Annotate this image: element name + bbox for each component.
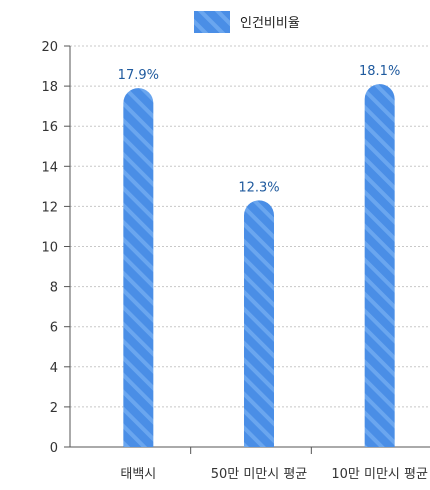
x-category-label: 50만 미만시 평균	[211, 467, 308, 482]
value-labels: 17.9% 12.3% 18.1%	[118, 64, 401, 195]
y-tick-label: 8	[50, 281, 58, 296]
y-tick-label: 4	[50, 361, 58, 376]
y-tick-label: 6	[50, 321, 58, 336]
legend: 인건비비율	[194, 11, 300, 33]
value-label: 12.3%	[238, 180, 279, 195]
y-tick-label: 16	[41, 120, 58, 135]
y-axis-ticks: 0 2 4 6 8 10 12 14 16 18 20	[41, 40, 70, 456]
legend-label: 인건비비율	[240, 16, 300, 31]
y-tick-label: 12	[41, 200, 58, 215]
y-tick-label: 18	[41, 80, 58, 95]
x-axis-labels: 태백시 50만 미만시 평균 10만 미만시 평균	[120, 467, 428, 482]
value-label: 18.1%	[359, 64, 400, 79]
bars	[123, 84, 395, 448]
bar	[244, 200, 274, 447]
y-tick-label: 2	[50, 401, 58, 416]
value-label: 17.9%	[118, 68, 159, 83]
x-category-label: 태백시	[120, 467, 156, 482]
y-tick-label: 0	[50, 441, 58, 456]
legend-swatch	[194, 11, 230, 33]
bar	[364, 84, 395, 448]
y-tick-label: 14	[41, 160, 58, 175]
y-tick-label: 10	[41, 241, 58, 256]
x-category-label: 10만 미만시 평균	[331, 467, 428, 482]
y-tick-label: 20	[41, 40, 58, 55]
bar	[123, 88, 154, 447]
